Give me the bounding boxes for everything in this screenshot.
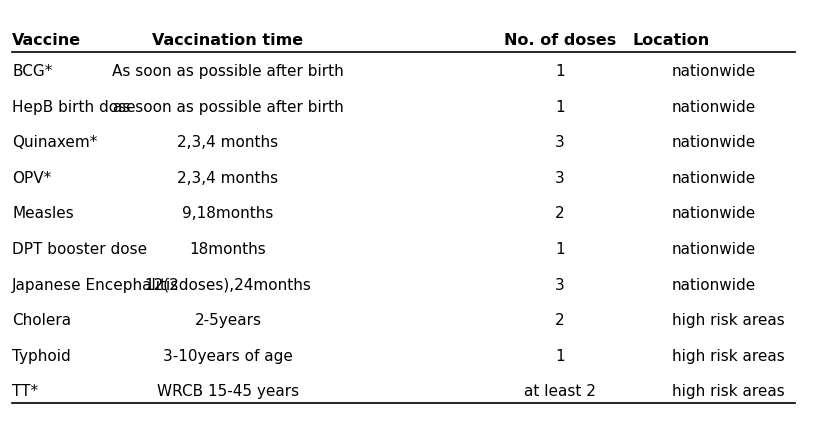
- Text: DPT booster dose: DPT booster dose: [12, 242, 147, 257]
- Text: WRCB 15-45 years: WRCB 15-45 years: [157, 384, 299, 399]
- Text: nationwide: nationwide: [672, 171, 756, 186]
- Text: 18months: 18months: [189, 242, 266, 257]
- Text: Cholera: Cholera: [12, 313, 71, 328]
- Text: No. of doses: No. of doses: [503, 33, 616, 48]
- Text: OPV*: OPV*: [12, 171, 51, 186]
- Text: high risk areas: high risk areas: [672, 313, 784, 328]
- Text: 2,3,4 months: 2,3,4 months: [177, 135, 278, 150]
- Text: high risk areas: high risk areas: [672, 349, 784, 364]
- Text: nationwide: nationwide: [672, 135, 756, 150]
- Text: 3: 3: [555, 135, 565, 150]
- Text: 1: 1: [555, 100, 565, 115]
- Text: Measles: Measles: [12, 206, 74, 222]
- Text: 2-5years: 2-5years: [194, 313, 261, 328]
- Text: at least 2: at least 2: [524, 384, 596, 399]
- Text: Location: Location: [633, 33, 710, 48]
- Text: Quinaxem*: Quinaxem*: [12, 135, 98, 150]
- Text: 3: 3: [555, 278, 565, 292]
- Text: nationwide: nationwide: [672, 100, 756, 115]
- Text: Vaccine: Vaccine: [12, 33, 82, 48]
- Text: 1: 1: [555, 242, 565, 257]
- Text: 9,18months: 9,18months: [182, 206, 273, 222]
- Text: 1: 1: [555, 64, 565, 79]
- Text: BCG*: BCG*: [12, 64, 52, 79]
- Text: nationwide: nationwide: [672, 278, 756, 292]
- Text: nationwide: nationwide: [672, 242, 756, 257]
- Text: HepB birth dose: HepB birth dose: [12, 100, 135, 115]
- Text: Typhoid: Typhoid: [12, 349, 71, 364]
- Text: nationwide: nationwide: [672, 64, 756, 79]
- Text: TT*: TT*: [12, 384, 38, 399]
- Text: 2: 2: [555, 313, 565, 328]
- Text: 3: 3: [555, 171, 565, 186]
- Text: as soon as possible after birth: as soon as possible after birth: [113, 100, 344, 115]
- Text: nationwide: nationwide: [672, 206, 756, 222]
- Text: 1: 1: [555, 349, 565, 364]
- Text: Japanese Encephalitis: Japanese Encephalitis: [12, 278, 180, 292]
- Text: 12(2doses),24months: 12(2doses),24months: [144, 278, 312, 292]
- Text: 3-10years of age: 3-10years of age: [163, 349, 293, 364]
- Text: 2,3,4 months: 2,3,4 months: [177, 171, 278, 186]
- Text: As soon as possible after birth: As soon as possible after birth: [112, 64, 344, 79]
- Text: 2: 2: [555, 206, 565, 222]
- Text: Vaccination time: Vaccination time: [153, 33, 304, 48]
- Text: high risk areas: high risk areas: [672, 384, 784, 399]
